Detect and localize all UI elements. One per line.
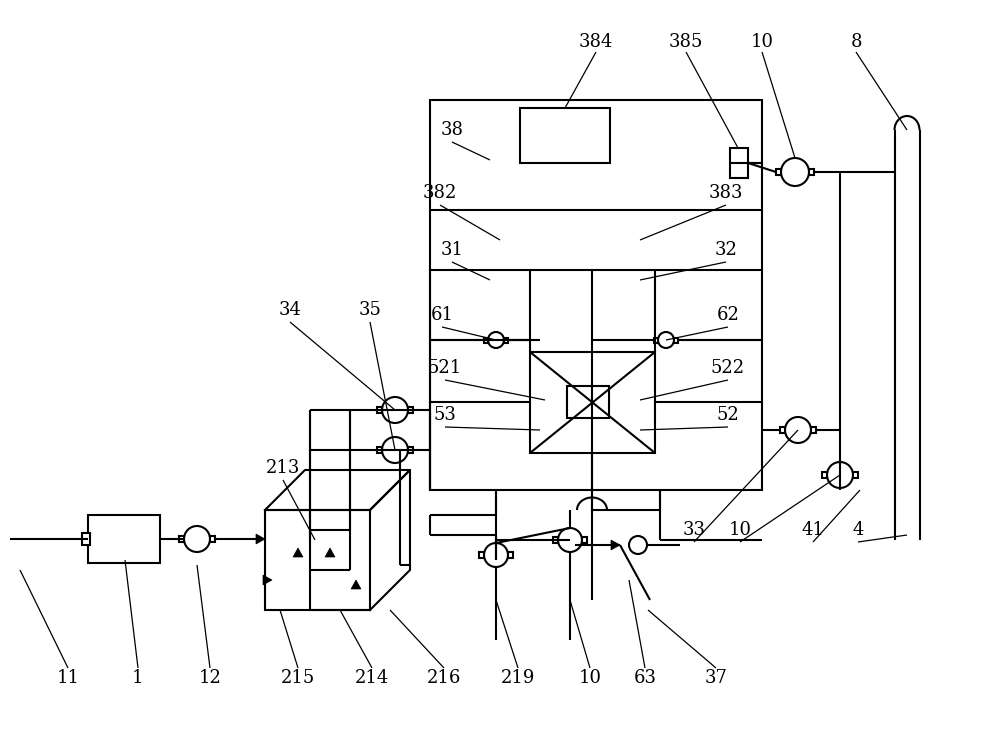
- Bar: [520, 108, 610, 163]
- Bar: [730, 148, 748, 178]
- Text: 12: 12: [199, 669, 221, 687]
- Bar: [484, 337, 488, 342]
- Text: 219: 219: [501, 669, 535, 687]
- Text: 384: 384: [579, 33, 613, 51]
- Circle shape: [484, 543, 508, 567]
- Text: 1: 1: [132, 669, 144, 687]
- Circle shape: [382, 437, 408, 463]
- Text: 8: 8: [850, 33, 862, 51]
- Text: 10: 10: [728, 521, 752, 539]
- Text: 52: 52: [717, 406, 739, 424]
- Bar: [377, 407, 382, 413]
- Bar: [408, 407, 413, 413]
- Text: 31: 31: [440, 241, 464, 259]
- Text: 61: 61: [430, 306, 454, 324]
- Text: 383: 383: [709, 184, 743, 202]
- Bar: [780, 427, 785, 433]
- Text: 62: 62: [717, 306, 739, 324]
- Polygon shape: [256, 534, 265, 544]
- Circle shape: [658, 332, 674, 348]
- Polygon shape: [351, 580, 361, 589]
- Bar: [265, 510, 370, 610]
- Text: 37: 37: [705, 669, 727, 687]
- Bar: [508, 552, 513, 558]
- Text: 214: 214: [355, 669, 389, 687]
- Text: 382: 382: [423, 184, 457, 202]
- Text: 35: 35: [359, 301, 381, 319]
- Bar: [82, 533, 90, 545]
- Bar: [654, 337, 658, 342]
- Text: 4: 4: [852, 521, 864, 539]
- Text: 53: 53: [434, 406, 456, 424]
- Bar: [210, 536, 215, 542]
- Text: 32: 32: [715, 241, 737, 259]
- Polygon shape: [293, 548, 303, 557]
- Circle shape: [382, 397, 408, 423]
- Bar: [179, 536, 184, 542]
- Bar: [822, 472, 827, 478]
- Circle shape: [558, 528, 582, 552]
- Bar: [567, 386, 609, 418]
- Text: 41: 41: [802, 521, 824, 539]
- Text: 521: 521: [428, 359, 462, 377]
- Bar: [408, 447, 413, 453]
- Circle shape: [488, 332, 504, 348]
- Bar: [674, 337, 678, 342]
- Bar: [377, 447, 382, 453]
- Bar: [853, 472, 858, 478]
- Text: 38: 38: [440, 121, 464, 139]
- Text: 10: 10: [750, 33, 774, 51]
- Bar: [504, 337, 508, 342]
- Bar: [530, 352, 655, 453]
- Bar: [809, 169, 814, 175]
- Circle shape: [827, 462, 853, 488]
- Circle shape: [785, 417, 811, 443]
- Text: 213: 213: [266, 459, 300, 477]
- Polygon shape: [325, 548, 335, 557]
- Text: 10: 10: [578, 669, 602, 687]
- Text: 11: 11: [56, 669, 80, 687]
- Bar: [553, 537, 558, 543]
- Bar: [430, 100, 762, 490]
- Text: 216: 216: [427, 669, 461, 687]
- Text: 215: 215: [281, 669, 315, 687]
- Polygon shape: [263, 575, 272, 585]
- Bar: [88, 515, 160, 563]
- Circle shape: [184, 526, 210, 552]
- Circle shape: [781, 158, 809, 186]
- Bar: [479, 552, 484, 558]
- Text: 34: 34: [279, 301, 301, 319]
- Polygon shape: [611, 540, 620, 550]
- Circle shape: [629, 536, 647, 554]
- Text: 63: 63: [634, 669, 656, 687]
- Text: 522: 522: [711, 359, 745, 377]
- Bar: [582, 537, 587, 543]
- Bar: [811, 427, 816, 433]
- Text: 33: 33: [682, 521, 706, 539]
- Bar: [776, 169, 781, 175]
- Text: 385: 385: [669, 33, 703, 51]
